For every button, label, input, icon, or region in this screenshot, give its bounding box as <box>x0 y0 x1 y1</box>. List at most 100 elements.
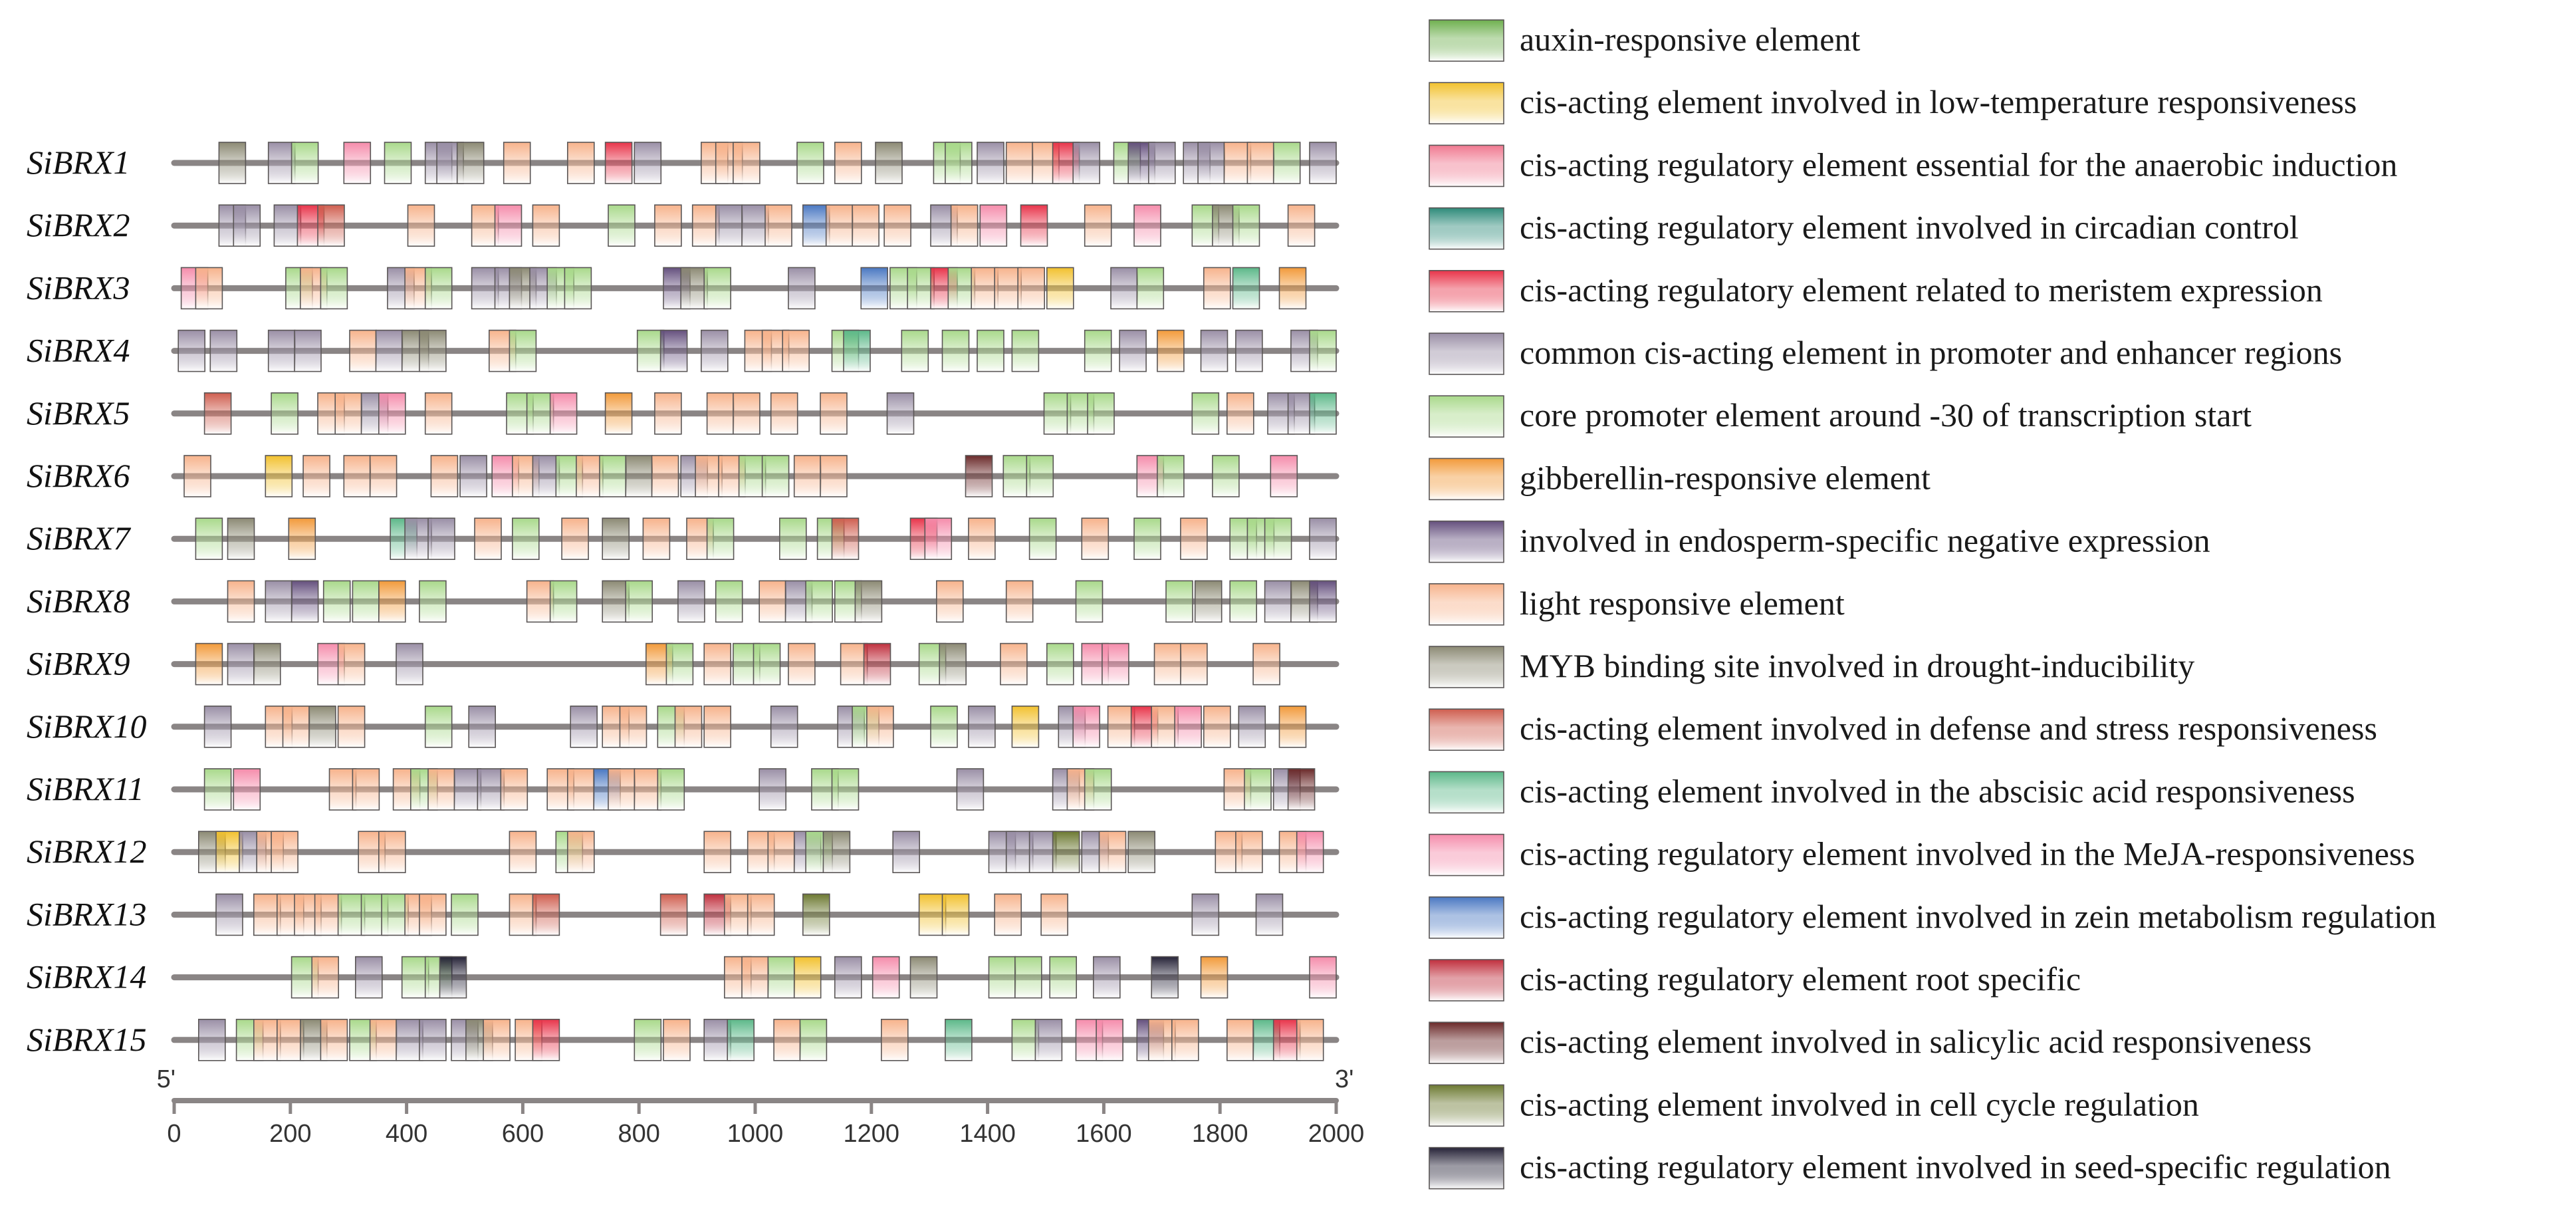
element-box-myb <box>253 642 281 686</box>
element-box-core <box>1084 329 1112 372</box>
legend-item-aba: cis-acting element involved in the absci… <box>1429 771 2355 814</box>
element-box-core <box>1165 580 1193 623</box>
element-box-light <box>1296 1019 1324 1061</box>
element-box-light <box>334 392 363 435</box>
element-box-lowtemp <box>265 455 293 497</box>
element-box-common <box>1034 1019 1063 1061</box>
element-box-core <box>761 455 790 497</box>
element-box-light <box>1098 831 1127 873</box>
element-box-common <box>1028 831 1057 873</box>
legend-label: cis-acting regulatory element involved i… <box>1520 835 2415 872</box>
element-box-endosperm <box>291 580 319 623</box>
element-box-gibberellin <box>604 392 633 435</box>
element-box-light <box>352 768 380 811</box>
element-box-common <box>396 642 423 686</box>
element-box-common <box>459 455 487 497</box>
legend-swatch <box>1429 82 1504 124</box>
element-box-endosperm <box>659 329 688 372</box>
element-box-gibberellin <box>195 642 223 686</box>
element-box-light <box>430 455 459 497</box>
legend-swatch <box>1429 771 1504 814</box>
element-box-gibberellin <box>1278 706 1307 748</box>
gene-row-sibrx10: SiBRX10 <box>27 706 1340 748</box>
legend-label: cis-acting regulatory element involved i… <box>1520 1148 2391 1186</box>
element-box-light <box>840 642 868 686</box>
element-box-core <box>703 267 731 310</box>
element-box-light <box>1235 831 1263 873</box>
element-box-light <box>994 267 1022 310</box>
element-box-light <box>767 831 796 873</box>
tick-label: 1600 <box>1076 1120 1132 1148</box>
element-box-common <box>634 142 662 184</box>
legend-swatch <box>1429 395 1504 438</box>
legend-item-auxin: auxin-responsive element <box>1429 19 1860 62</box>
element-box-common <box>1200 329 1229 372</box>
element-box-common <box>197 1019 226 1061</box>
element-box-light <box>634 768 662 811</box>
axis-end-label: 3' <box>1335 1065 1353 1093</box>
element-box-common <box>404 517 432 561</box>
element-box-defense <box>532 893 560 936</box>
element-box-core <box>451 893 479 936</box>
element-box-light <box>1287 204 1316 247</box>
tick-label: 1400 <box>959 1120 1016 1148</box>
element-box-core <box>381 893 409 936</box>
legend-swatch <box>1429 833 1504 876</box>
legend-item-meja: cis-acting regulatory element involved i… <box>1429 833 2415 876</box>
gene-label: SiBRX2 <box>27 206 130 243</box>
legend-swatch <box>1429 896 1504 939</box>
element-box-light <box>608 768 636 811</box>
element-box-gibberellin <box>1200 956 1229 999</box>
element-box-light <box>1005 580 1034 623</box>
legend-item-zein: cis-acting regulatory element involved i… <box>1429 896 2436 939</box>
element-box-common <box>294 329 322 372</box>
element-box-common <box>703 1019 731 1061</box>
element-box-common <box>396 1019 423 1061</box>
legend-label: cis-acting regulatory element root speci… <box>1520 960 2081 998</box>
element-box-core <box>337 893 366 936</box>
element-box-light <box>328 768 357 811</box>
element-box-common <box>227 642 255 686</box>
gene-label: SiBRX3 <box>27 269 130 306</box>
element-box-meja <box>494 204 523 247</box>
element-box-light <box>566 142 595 184</box>
element-box-gibberellin <box>1157 329 1185 372</box>
element-box-zein <box>860 267 888 310</box>
element-box-meja <box>1133 204 1161 247</box>
element-box-myb <box>939 642 967 686</box>
tick-label: 0 <box>167 1120 181 1148</box>
element-box-light <box>1153 642 1182 686</box>
element-box-common <box>375 329 404 372</box>
element-box-light <box>471 204 499 247</box>
legend-label: gibberellin-responsive element <box>1520 459 1931 496</box>
element-box-light <box>282 706 310 748</box>
element-box-common <box>886 392 915 435</box>
tick-label: 1800 <box>1192 1120 1248 1148</box>
element-box-light <box>770 392 798 435</box>
gene-row-sibrx9: SiBRX9 <box>27 642 1340 686</box>
element-box-common <box>977 142 1004 184</box>
element-box-core <box>322 580 351 623</box>
gene-label: SiBRX7 <box>27 519 132 557</box>
element-box-light <box>474 517 502 561</box>
element-box-light <box>1040 893 1068 936</box>
element-box-myb <box>227 517 255 561</box>
gene-rows: SiBRX1 SiBRX2 SiBRX3 SiBRX4 SiBRX5 SiBRX6 SiBR… <box>27 142 1340 1061</box>
element-box-common <box>354 956 383 999</box>
element-box-light <box>703 642 731 686</box>
legend-item-myb: MYB binding site involved in drought-ind… <box>1429 646 2194 688</box>
element-box-seed <box>1151 956 1179 999</box>
x-axis: 5' 3' 0 200 400 600 800 1000 1200 1400 1600 1800 2… <box>157 1065 1365 1148</box>
element-box-core <box>799 1019 828 1061</box>
element-box-core <box>1264 517 1292 561</box>
element-box-common <box>477 768 505 811</box>
gene-label: SiBRX8 <box>27 582 130 619</box>
element-box-light <box>183 455 211 497</box>
element-box-light <box>1252 642 1280 686</box>
element-box-light <box>971 267 998 310</box>
element-box-light <box>1017 267 1045 310</box>
element-box-lowtemp <box>918 893 947 936</box>
element-box-light <box>741 956 769 999</box>
element-box-core <box>1026 455 1054 497</box>
